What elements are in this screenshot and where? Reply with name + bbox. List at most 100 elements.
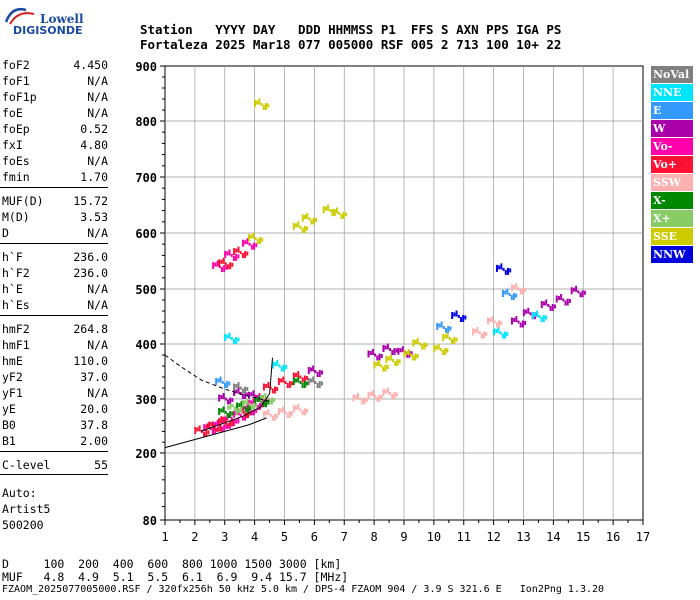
data-point [242, 399, 245, 407]
param-value: N/A [87, 106, 108, 120]
data-point [442, 326, 445, 329]
data-point [500, 263, 503, 270]
data-point [581, 290, 584, 298]
data-point [286, 383, 289, 388]
profile-curve-dashed [164, 354, 270, 402]
data-point [248, 391, 251, 399]
data-point [316, 383, 319, 388]
param-b1: B1 2.00 [2, 434, 108, 450]
data-point [233, 389, 236, 396]
data-point [247, 405, 250, 413]
data-point [338, 211, 341, 215]
data-point [267, 400, 270, 405]
data-point [284, 381, 287, 384]
param-fof1: foF1 N/A [2, 74, 108, 90]
data-point [280, 378, 283, 383]
data-point [226, 423, 229, 427]
data-point [235, 389, 238, 394]
param-name: yF1 [2, 386, 23, 400]
data-point [299, 408, 302, 412]
data-point [252, 398, 255, 405]
data-point [524, 321, 527, 325]
data-point [527, 307, 530, 314]
param-value: 3.53 [80, 210, 108, 224]
divider [0, 474, 108, 475]
data-point [262, 395, 265, 399]
data-point [215, 428, 217, 432]
data-point [303, 408, 306, 416]
param-value: N/A [87, 226, 108, 240]
x-tick-label: 5 [281, 530, 288, 544]
param-name: h`F2 [2, 266, 30, 280]
data-point [376, 396, 379, 402]
data-point [483, 331, 486, 339]
data-point [540, 301, 543, 308]
data-point [410, 351, 413, 356]
data-point [406, 352, 409, 358]
param-fof2: foF2 4.450 [2, 58, 108, 74]
data-point [216, 420, 219, 426]
data-point [510, 284, 513, 292]
data-point [361, 399, 364, 405]
data-point [340, 213, 343, 219]
profile-curve-solid [164, 417, 267, 449]
data-point [220, 259, 223, 264]
data-point [309, 378, 312, 383]
data-point [301, 214, 304, 222]
data-point [333, 209, 336, 214]
data-point [282, 376, 285, 383]
param-name: foF1 [2, 74, 30, 88]
divider [0, 187, 108, 188]
data-point [547, 304, 550, 307]
data-point [457, 315, 460, 318]
data-point [276, 414, 279, 419]
data-point [250, 404, 253, 410]
data-point [301, 377, 304, 383]
data-point [301, 227, 304, 233]
data-point [384, 389, 387, 394]
data-point [235, 408, 238, 416]
data-point [277, 378, 280, 385]
data-point [280, 408, 283, 413]
data-point [239, 386, 242, 390]
data-point [425, 343, 428, 347]
x-tick-label: 15 [576, 530, 590, 544]
data-point [240, 406, 243, 413]
data-point [502, 267, 505, 271]
data-point [222, 416, 225, 421]
param-name: foEp [2, 122, 30, 136]
data-point [228, 249, 231, 256]
lowell-digisonde-logo: Lowell DIGISONDE [4, 4, 94, 37]
param-hmf2: hmF2 264.8 [2, 322, 108, 338]
data-point [387, 356, 390, 361]
data-point [562, 298, 565, 302]
data-point [295, 373, 298, 377]
data-point [220, 395, 223, 399]
param-foep: foEp 0.52 [2, 122, 108, 138]
data-point [508, 293, 511, 296]
data-point [307, 367, 310, 374]
y-tick-label: 900 [135, 60, 157, 74]
data-point [295, 223, 298, 228]
data-point [314, 370, 317, 373]
data-point [271, 361, 274, 369]
data-point [209, 427, 212, 431]
data-point [572, 287, 575, 292]
data-point [246, 387, 249, 391]
data-point [564, 300, 567, 306]
data-point [493, 320, 496, 324]
data-point [229, 397, 232, 405]
data-point [329, 209, 332, 213]
data-point [224, 416, 227, 421]
data-point [438, 323, 441, 328]
param-value: 4.450 [73, 58, 108, 72]
data-point [367, 391, 370, 399]
data-point [386, 365, 389, 369]
data-point [231, 262, 234, 267]
data-point [232, 255, 235, 261]
data-point [478, 331, 481, 335]
data-point [405, 351, 408, 355]
param-name: h`E [2, 282, 23, 296]
param-value: N/A [87, 386, 108, 400]
data-point [524, 288, 527, 292]
